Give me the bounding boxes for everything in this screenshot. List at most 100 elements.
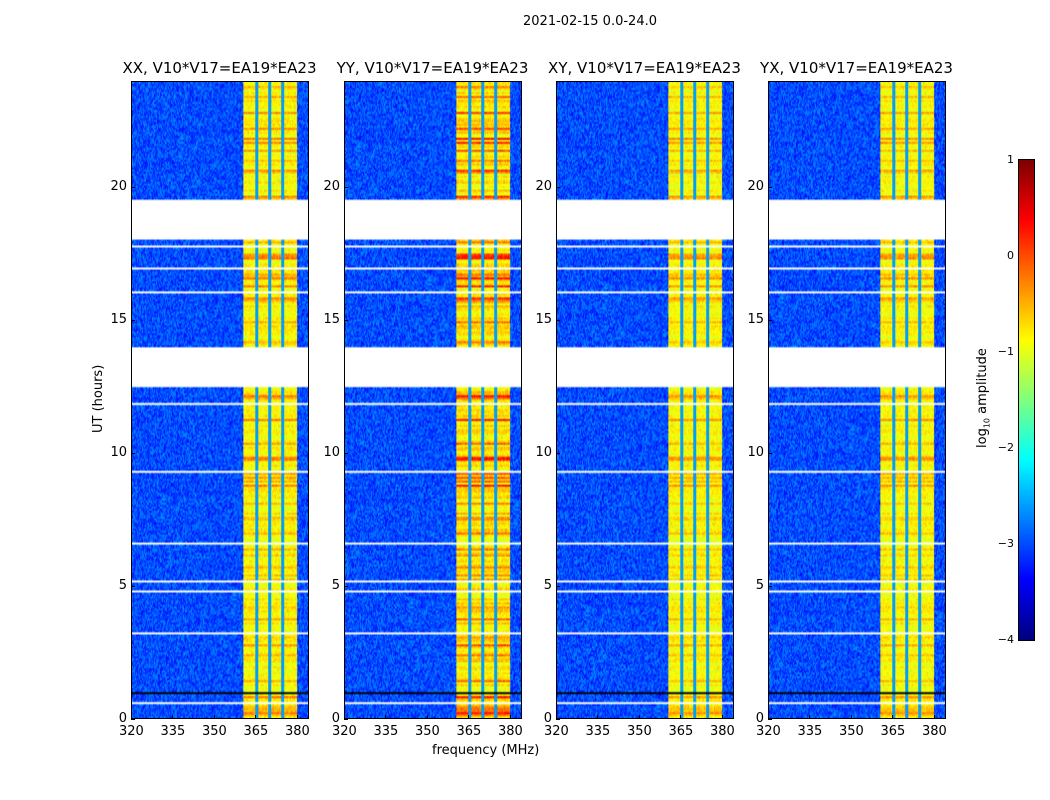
colorbar-label-sub: 10 — [982, 417, 992, 429]
x-tick-mark — [638, 715, 640, 719]
x-tick-mark — [385, 715, 387, 719]
y-tick-label: 0 — [543, 711, 552, 726]
y-tick-label: 10 — [535, 445, 552, 461]
y-tick-mark — [131, 586, 135, 588]
y-tick-label: 5 — [331, 578, 340, 594]
x-tick-mark — [721, 715, 723, 719]
y-tick-mark — [131, 320, 135, 322]
colorbar-tick-label: 1 — [1007, 153, 1014, 166]
x-tick-mark — [213, 715, 215, 719]
x-tick-mark — [768, 715, 769, 719]
colorbar-tick-label: −1 — [997, 345, 1014, 358]
y-tick-mark — [131, 719, 135, 720]
x-tick-label: 335 — [373, 724, 399, 739]
y-tick-label: 15 — [110, 312, 127, 328]
colorbar-tick-label: −3 — [997, 537, 1014, 550]
x-tick-mark — [172, 715, 174, 719]
y-tick-label: 20 — [323, 179, 340, 195]
y-tick-mark — [768, 320, 772, 322]
x-tick-mark — [850, 715, 852, 719]
y-tick-label: 5 — [543, 578, 552, 594]
x-tick-label: 320 — [119, 724, 144, 739]
y-tick-label: 15 — [535, 312, 552, 328]
x-tick-label: 380 — [921, 724, 947, 739]
x-tick-mark — [680, 715, 682, 719]
y-tick-label: 10 — [747, 445, 764, 461]
x-tick-mark — [255, 715, 257, 719]
y-tick-label: 0 — [755, 711, 764, 726]
colorbar-tick-label: −2 — [997, 441, 1014, 454]
x-tick-mark — [933, 715, 935, 719]
y-tick-label: 10 — [110, 445, 127, 461]
y-tick-mark — [768, 586, 772, 588]
y-tick-label: 20 — [110, 179, 127, 195]
heatmap-panel-1 — [131, 81, 309, 719]
x-tick-mark — [426, 715, 428, 719]
y-tick-label: 20 — [747, 179, 764, 195]
x-axis-label: frequency (MHz) — [432, 743, 540, 758]
y-tick-mark — [131, 453, 135, 455]
panel-title-3: XY, V10*V17=EA19*EA23 — [548, 59, 741, 77]
colorbar-tick-label: 0 — [1007, 249, 1014, 262]
y-axis-label: UT (hours) — [91, 364, 106, 433]
y-tick-mark — [344, 586, 348, 588]
y-tick-label: 0 — [118, 711, 127, 726]
y-tick-label: 5 — [118, 578, 127, 594]
y-tick-mark — [556, 719, 560, 720]
x-tick-label: 380 — [709, 724, 735, 739]
y-tick-mark — [556, 320, 560, 322]
x-tick-label: 350 — [626, 724, 652, 739]
y-tick-mark — [556, 187, 560, 189]
panel-title-4: YX, V10*V17=EA19*EA23 — [760, 59, 953, 77]
heatmap-panel-2 — [344, 81, 522, 719]
y-tick-label: 10 — [323, 445, 340, 461]
x-tick-label: 365 — [668, 724, 694, 739]
y-tick-mark — [131, 187, 135, 189]
x-tick-mark — [131, 715, 132, 719]
heatmap-panel-3 — [556, 81, 734, 719]
x-tick-label: 320 — [332, 724, 357, 739]
y-tick-mark — [344, 719, 348, 720]
x-tick-label: 335 — [160, 724, 186, 739]
x-tick-label: 335 — [585, 724, 611, 739]
x-tick-mark — [597, 715, 599, 719]
x-tick-label: 350 — [838, 724, 864, 739]
colorbar-gradient — [1019, 160, 1034, 640]
x-tick-label: 380 — [284, 724, 310, 739]
y-tick-label: 0 — [331, 711, 340, 726]
y-tick-label: 15 — [323, 312, 340, 328]
colorbar — [1018, 159, 1035, 641]
y-tick-mark — [344, 187, 348, 189]
x-tick-mark — [344, 715, 345, 719]
y-tick-label: 5 — [755, 578, 764, 594]
x-tick-label: 350 — [201, 724, 227, 739]
y-tick-mark — [768, 187, 772, 189]
x-tick-mark — [556, 715, 557, 719]
heatmap-image — [345, 82, 521, 718]
y-tick-mark — [768, 719, 772, 720]
y-tick-mark — [344, 320, 348, 322]
y-tick-mark — [556, 453, 560, 455]
x-tick-label: 365 — [243, 724, 269, 739]
x-tick-mark — [809, 715, 811, 719]
x-tick-label: 365 — [456, 724, 482, 739]
heatmap-panel-4 — [768, 81, 946, 719]
heatmap-image — [557, 82, 733, 718]
heatmap-image — [769, 82, 945, 718]
x-tick-label: 320 — [544, 724, 569, 739]
heatmap-image — [132, 82, 308, 718]
colorbar-label-rest: amplitude — [975, 348, 990, 418]
x-tick-label: 320 — [756, 724, 781, 739]
colorbar-tick-label: −4 — [997, 633, 1014, 646]
x-tick-label: 380 — [497, 724, 523, 739]
x-tick-label: 350 — [414, 724, 440, 739]
y-tick-label: 20 — [535, 179, 552, 195]
y-tick-label: 15 — [747, 312, 764, 328]
x-tick-label: 365 — [880, 724, 906, 739]
x-tick-label: 335 — [797, 724, 823, 739]
panel-title-1: XX, V10*V17=EA19*EA23 — [122, 59, 317, 77]
y-tick-mark — [556, 586, 560, 588]
x-tick-mark — [892, 715, 894, 719]
figure-title: 2021-02-15 0.0-24.0 — [523, 14, 657, 29]
